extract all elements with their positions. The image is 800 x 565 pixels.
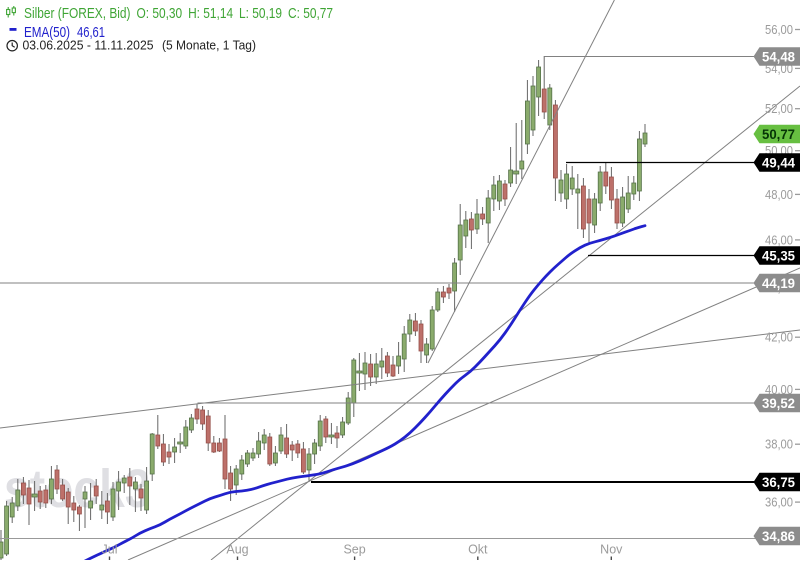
svg-text:Aug: Aug <box>226 543 248 557</box>
svg-text:40,00: 40,00 <box>765 383 793 397</box>
svg-text:Silber (FOREX, Bid) O: 50,30 H: Silber (FOREX, Bid) O: 50,30 H: 51,14 L:… <box>24 5 333 22</box>
svg-text:56,00: 56,00 <box>765 23 793 37</box>
svg-text:52,00: 52,00 <box>765 102 793 116</box>
svg-text:34,86: 34,86 <box>762 529 795 544</box>
svg-text:03.06.2025 - 11.11.2025: 03.06.2025 - 11.11.2025 <box>23 39 154 53</box>
svg-text:Jul: Jul <box>102 543 118 557</box>
svg-text:36,75: 36,75 <box>762 475 795 490</box>
svg-text:54,48: 54,48 <box>762 49 795 64</box>
svg-text:38,00: 38,00 <box>765 438 793 452</box>
svg-text:42,00: 42,00 <box>765 331 793 345</box>
svg-text:39,52: 39,52 <box>762 396 795 411</box>
svg-text:44,19: 44,19 <box>762 276 795 291</box>
svg-text:Sep: Sep <box>343 543 365 557</box>
svg-text:46,00: 46,00 <box>765 233 793 247</box>
svg-text:(5 Monate, 1 Tag): (5 Monate, 1 Tag) <box>162 39 256 53</box>
svg-text:45,35: 45,35 <box>762 248 795 263</box>
svg-text:50,77: 50,77 <box>762 127 795 142</box>
svg-text:48,00: 48,00 <box>765 188 793 202</box>
svg-text:36,00: 36,00 <box>765 496 793 510</box>
svg-text:Okt: Okt <box>468 543 488 557</box>
svg-text:Nov: Nov <box>600 543 623 557</box>
svg-text:49,44: 49,44 <box>762 155 795 170</box>
svg-text:EMA(50): EMA(50) <box>24 24 70 41</box>
svg-text:46,61: 46,61 <box>77 24 105 41</box>
